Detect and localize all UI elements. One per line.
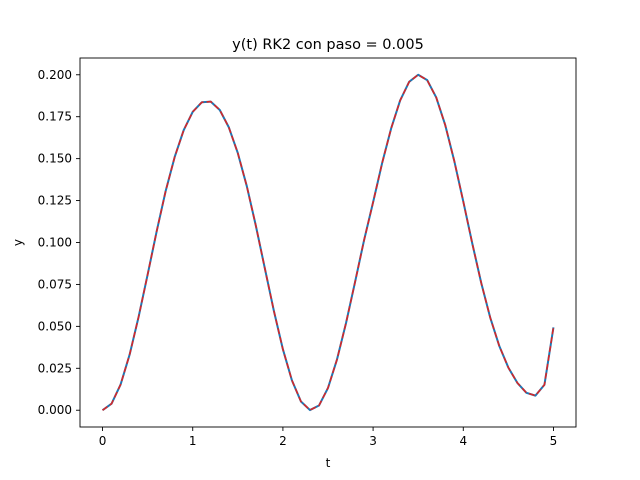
series-line-2 bbox=[102, 73, 555, 411]
y-tick-label: 0.125 bbox=[38, 194, 72, 208]
y-tick-label: 0.100 bbox=[38, 236, 72, 250]
y-tick-label: 0.075 bbox=[38, 277, 72, 291]
y-tick-label: 0.025 bbox=[38, 361, 72, 375]
x-tick-label: 2 bbox=[279, 434, 287, 448]
series-layer bbox=[101, 73, 555, 412]
plot-area bbox=[80, 58, 576, 427]
y-tick-label: 0.175 bbox=[38, 110, 72, 124]
x-tick-label: 0 bbox=[99, 434, 107, 448]
y-axis-label: y bbox=[11, 239, 25, 246]
y-axis-ticks: 0.000 0.025 0.050 0.075 0.100 0.125 0.150 0.175… bbox=[38, 68, 80, 417]
y-tick-label: 0.050 bbox=[38, 319, 72, 333]
x-tick-label: 5 bbox=[550, 434, 558, 448]
x-tick-label: 4 bbox=[459, 434, 467, 448]
y-tick-label: 0.150 bbox=[38, 152, 72, 166]
x-tick-label: 3 bbox=[369, 434, 377, 448]
chart-title: y(t) RK2 con paso = 0.005 bbox=[232, 37, 424, 53]
x-axis-ticks: 0 1 2 3 4 5 bbox=[99, 427, 558, 448]
x-tick-label: 1 bbox=[189, 434, 197, 448]
y-tick-label: 0.200 bbox=[38, 68, 72, 82]
x-axis-label: t bbox=[326, 456, 331, 470]
y-tick-label: 0.000 bbox=[38, 403, 72, 417]
